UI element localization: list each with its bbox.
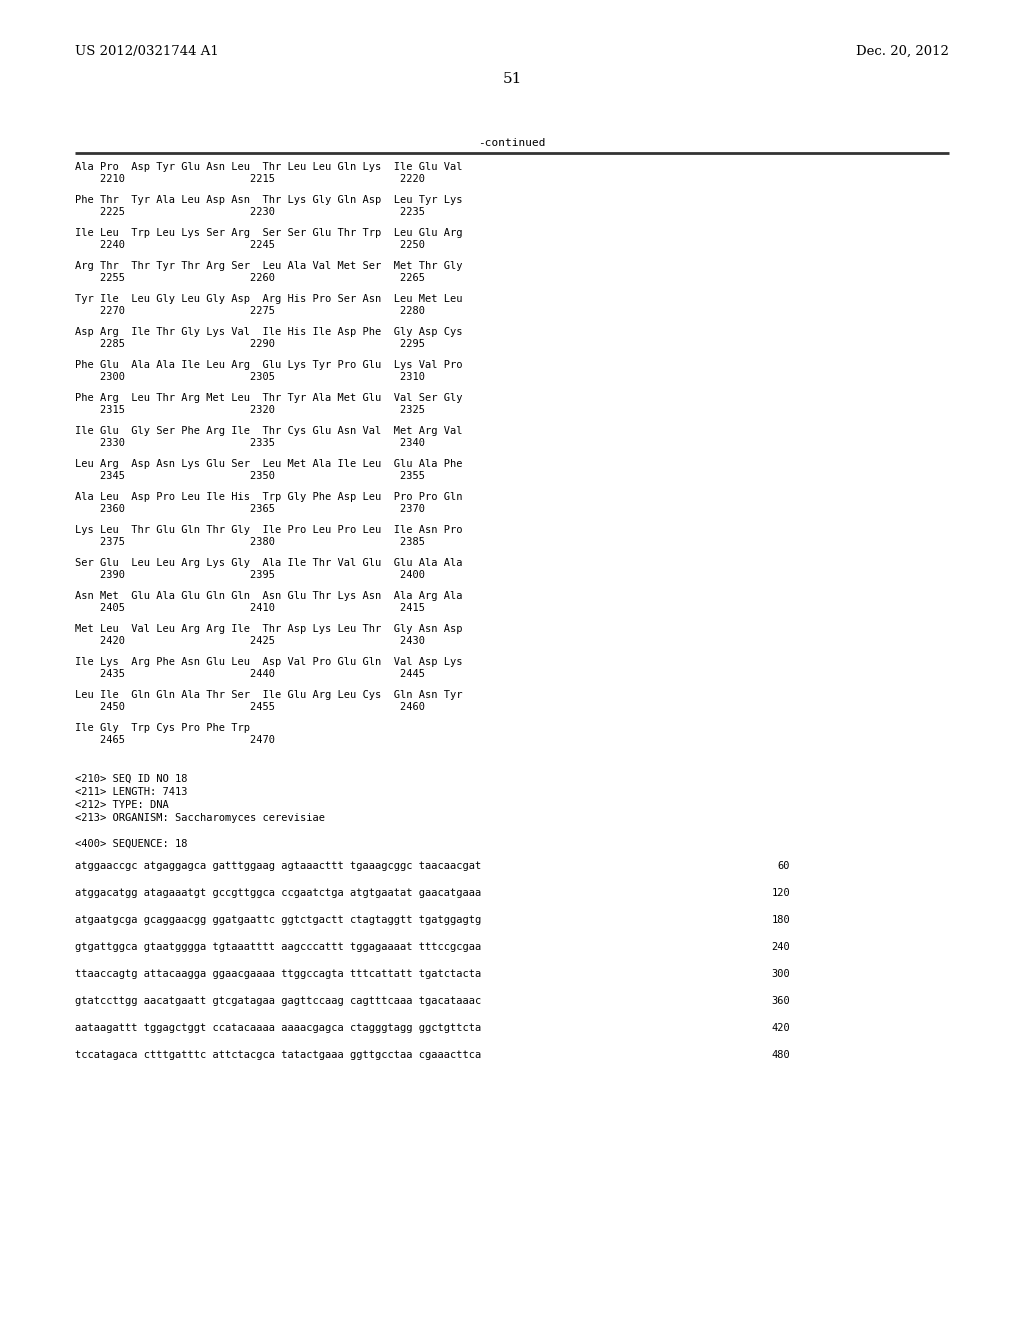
Text: Ile Gly  Trp Cys Pro Phe Trp: Ile Gly Trp Cys Pro Phe Trp [75, 723, 250, 733]
Text: Arg Thr  Thr Tyr Thr Arg Ser  Leu Ala Val Met Ser  Met Thr Gly: Arg Thr Thr Tyr Thr Arg Ser Leu Ala Val … [75, 261, 463, 271]
Text: Ile Leu  Trp Leu Lys Ser Arg  Ser Ser Glu Thr Trp  Leu Glu Arg: Ile Leu Trp Leu Lys Ser Arg Ser Ser Glu … [75, 228, 463, 238]
Text: <210> SEQ ID NO 18: <210> SEQ ID NO 18 [75, 774, 187, 784]
Text: 180: 180 [771, 915, 790, 925]
Text: gtgattggca gtaatgggga tgtaaatttt aagcccattt tggagaaaat tttccgcgaa: gtgattggca gtaatgggga tgtaaatttt aagccca… [75, 942, 481, 952]
Text: tccatagaca ctttgatttc attctacgca tatactgaaa ggttgcctaa cgaaacttca: tccatagaca ctttgatttc attctacgca tatactg… [75, 1049, 481, 1060]
Text: 2285                    2290                    2295: 2285 2290 2295 [75, 339, 425, 348]
Text: 2300                    2305                    2310: 2300 2305 2310 [75, 372, 425, 381]
Text: atgaatgcga gcaggaacgg ggatgaattc ggtctgactt ctagtaggtt tgatggagtg: atgaatgcga gcaggaacgg ggatgaattc ggtctga… [75, 915, 481, 925]
Text: 2255                    2260                    2265: 2255 2260 2265 [75, 273, 425, 282]
Text: Ala Leu  Asp Pro Leu Ile His  Trp Gly Phe Asp Leu  Pro Pro Gln: Ala Leu Asp Pro Leu Ile His Trp Gly Phe … [75, 492, 463, 502]
Text: Asn Met  Glu Ala Glu Gln Gln  Asn Glu Thr Lys Asn  Ala Arg Ala: Asn Met Glu Ala Glu Gln Gln Asn Glu Thr … [75, 591, 463, 601]
Text: 60: 60 [777, 861, 790, 871]
Text: Ala Pro  Asp Tyr Glu Asn Leu  Thr Leu Leu Gln Lys  Ile Glu Val: Ala Pro Asp Tyr Glu Asn Leu Thr Leu Leu … [75, 162, 463, 172]
Text: 120: 120 [771, 888, 790, 898]
Text: Ser Glu  Leu Leu Arg Lys Gly  Ala Ile Thr Val Glu  Glu Ala Ala: Ser Glu Leu Leu Arg Lys Gly Ala Ile Thr … [75, 558, 463, 568]
Text: 2450                    2455                    2460: 2450 2455 2460 [75, 702, 425, 711]
Text: <400> SEQUENCE: 18: <400> SEQUENCE: 18 [75, 840, 187, 849]
Text: 2240                    2245                    2250: 2240 2245 2250 [75, 240, 425, 249]
Text: aataagattt tggagctggt ccatacaaaa aaaacgagca ctagggtagg ggctgttcta: aataagattt tggagctggt ccatacaaaa aaaacga… [75, 1023, 481, 1034]
Text: <213> ORGANISM: Saccharomyces cerevisiae: <213> ORGANISM: Saccharomyces cerevisiae [75, 813, 325, 822]
Text: 2405                    2410                    2415: 2405 2410 2415 [75, 603, 425, 612]
Text: 2210                    2215                    2220: 2210 2215 2220 [75, 174, 425, 183]
Text: 2345                    2350                    2355: 2345 2350 2355 [75, 471, 425, 480]
Text: 360: 360 [771, 997, 790, 1006]
Text: 480: 480 [771, 1049, 790, 1060]
Text: gtatccttgg aacatgaatt gtcgatagaa gagttccaag cagtttcaaa tgacataaac: gtatccttgg aacatgaatt gtcgatagaa gagttcc… [75, 997, 481, 1006]
Text: Dec. 20, 2012: Dec. 20, 2012 [856, 45, 949, 58]
Text: <212> TYPE: DNA: <212> TYPE: DNA [75, 800, 169, 810]
Text: 2270                    2275                    2280: 2270 2275 2280 [75, 306, 425, 315]
Text: Asp Arg  Ile Thr Gly Lys Val  Ile His Ile Asp Phe  Gly Asp Cys: Asp Arg Ile Thr Gly Lys Val Ile His Ile … [75, 327, 463, 337]
Text: 2375                    2380                    2385: 2375 2380 2385 [75, 537, 425, 546]
Text: 2360                    2365                    2370: 2360 2365 2370 [75, 504, 425, 513]
Text: ttaaccagtg attacaagga ggaacgaaaa ttggccagta tttcattatt tgatctacta: ttaaccagtg attacaagga ggaacgaaaa ttggcca… [75, 969, 481, 979]
Text: Met Leu  Val Leu Arg Arg Ile  Thr Asp Lys Leu Thr  Gly Asn Asp: Met Leu Val Leu Arg Arg Ile Thr Asp Lys … [75, 624, 463, 634]
Text: 2435                    2440                    2445: 2435 2440 2445 [75, 669, 425, 678]
Text: 2420                    2425                    2430: 2420 2425 2430 [75, 636, 425, 645]
Text: -continued: -continued [478, 139, 546, 148]
Text: 420: 420 [771, 1023, 790, 1034]
Text: Phe Thr  Tyr Ala Leu Asp Asn  Thr Lys Gly Gln Asp  Leu Tyr Lys: Phe Thr Tyr Ala Leu Asp Asn Thr Lys Gly … [75, 195, 463, 205]
Text: 2390                    2395                    2400: 2390 2395 2400 [75, 570, 425, 579]
Text: 300: 300 [771, 969, 790, 979]
Text: Ile Lys  Arg Phe Asn Glu Leu  Asp Val Pro Glu Gln  Val Asp Lys: Ile Lys Arg Phe Asn Glu Leu Asp Val Pro … [75, 657, 463, 667]
Text: Phe Glu  Ala Ala Ile Leu Arg  Glu Lys Tyr Pro Glu  Lys Val Pro: Phe Glu Ala Ala Ile Leu Arg Glu Lys Tyr … [75, 360, 463, 370]
Text: atggacatgg atagaaatgt gccgttggca ccgaatctga atgtgaatat gaacatgaaa: atggacatgg atagaaatgt gccgttggca ccgaatc… [75, 888, 481, 898]
Text: 51: 51 [503, 73, 521, 86]
Text: 2330                    2335                    2340: 2330 2335 2340 [75, 438, 425, 447]
Text: Leu Ile  Gln Gln Ala Thr Ser  Ile Glu Arg Leu Cys  Gln Asn Tyr: Leu Ile Gln Gln Ala Thr Ser Ile Glu Arg … [75, 690, 463, 700]
Text: 2315                    2320                    2325: 2315 2320 2325 [75, 405, 425, 414]
Text: 240: 240 [771, 942, 790, 952]
Text: Leu Arg  Asp Asn Lys Glu Ser  Leu Met Ala Ile Leu  Glu Ala Phe: Leu Arg Asp Asn Lys Glu Ser Leu Met Ala … [75, 459, 463, 469]
Text: 2225                    2230                    2235: 2225 2230 2235 [75, 207, 425, 216]
Text: Phe Arg  Leu Thr Arg Met Leu  Thr Tyr Ala Met Glu  Val Ser Gly: Phe Arg Leu Thr Arg Met Leu Thr Tyr Ala … [75, 393, 463, 403]
Text: atggaaccgc atgaggagca gatttggaag agtaaacttt tgaaagcggc taacaacgat: atggaaccgc atgaggagca gatttggaag agtaaac… [75, 861, 481, 871]
Text: Ile Glu  Gly Ser Phe Arg Ile  Thr Cys Glu Asn Val  Met Arg Val: Ile Glu Gly Ser Phe Arg Ile Thr Cys Glu … [75, 426, 463, 436]
Text: 2465                    2470: 2465 2470 [75, 735, 275, 744]
Text: US 2012/0321744 A1: US 2012/0321744 A1 [75, 45, 219, 58]
Text: Lys Leu  Thr Glu Gln Thr Gly  Ile Pro Leu Pro Leu  Ile Asn Pro: Lys Leu Thr Glu Gln Thr Gly Ile Pro Leu … [75, 525, 463, 535]
Text: <211> LENGTH: 7413: <211> LENGTH: 7413 [75, 787, 187, 797]
Text: Tyr Ile  Leu Gly Leu Gly Asp  Arg His Pro Ser Asn  Leu Met Leu: Tyr Ile Leu Gly Leu Gly Asp Arg His Pro … [75, 294, 463, 304]
